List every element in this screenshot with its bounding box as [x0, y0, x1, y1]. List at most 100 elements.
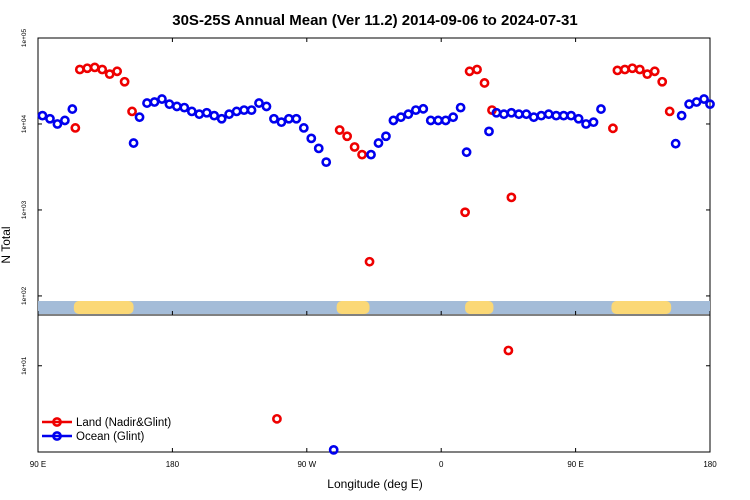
ocean-point-35	[381, 131, 391, 142]
ocean-point-40	[418, 103, 429, 114]
ocean-point-66	[691, 97, 702, 107]
ocean-point-37	[395, 112, 406, 123]
ocean-point-44	[448, 112, 459, 123]
land-point-4	[97, 64, 108, 75]
land-band-1	[336, 301, 370, 314]
ocean-point-68	[705, 99, 715, 110]
ocean-point-64	[676, 110, 687, 121]
land-point-9	[272, 413, 282, 424]
ocean-point-8	[149, 97, 160, 107]
ocean-point-36	[388, 115, 399, 126]
land-point-30	[664, 106, 675, 117]
land-point-22	[608, 123, 618, 134]
legend-ocean-marker	[52, 431, 62, 441]
land-point-15	[460, 207, 470, 218]
land-point-25	[627, 63, 638, 74]
ocean-point-21	[246, 105, 257, 116]
ocean-point-24	[269, 113, 279, 124]
ocean-point-18	[224, 109, 235, 120]
upper-ytick-label-1: 1e+03	[21, 200, 28, 219]
land-point-7	[119, 76, 130, 87]
land-point-16	[464, 66, 475, 77]
upper-plot-area	[37, 37, 711, 316]
land-point-21	[506, 192, 517, 203]
land-band-0	[73, 301, 134, 314]
y-axis-label: N Total	[0, 226, 13, 263]
ocean-point-32	[328, 444, 339, 455]
land-point-14	[364, 256, 375, 267]
ocean-point-27	[291, 113, 302, 124]
xtick-label-3: 0	[439, 460, 444, 469]
ocean-point-3	[59, 115, 70, 126]
x-axis-ticks: 90 E 180 90 W 0 90 E 180	[30, 38, 717, 469]
land-point-24	[619, 64, 630, 75]
ocean-point-0	[37, 110, 48, 121]
xtick-label-0: 90 E	[30, 460, 46, 469]
land-point-18	[479, 78, 490, 88]
land-point-0	[70, 123, 81, 133]
upper-ytick-label-0: 1e+02	[21, 286, 28, 305]
ocean-point-62	[596, 104, 606, 114]
ocean-point-22	[254, 98, 264, 108]
ocean-point-59	[573, 113, 584, 124]
ocean-point-50	[506, 107, 517, 118]
ocean-point-17	[216, 113, 227, 124]
ocean-point-29	[306, 133, 317, 144]
land-point-11	[342, 131, 353, 142]
ocean-point-49	[499, 109, 509, 120]
legend-land-label: Land (Nadir&Glint)	[76, 417, 171, 429]
legend-land-marker	[52, 417, 62, 427]
ocean-point-30	[313, 143, 324, 154]
ocean-point-57	[558, 110, 569, 121]
land-point-6	[112, 66, 123, 77]
ocean-point-56	[551, 110, 562, 121]
data-points	[37, 62, 715, 455]
land-point-8	[127, 106, 137, 117]
ocean-point-53	[528, 112, 539, 123]
ocean-point-65	[684, 99, 694, 110]
ocean-point-26	[283, 113, 294, 124]
ocean-point-51	[513, 109, 524, 120]
ocean-point-23	[261, 101, 272, 112]
land-point-12	[349, 142, 360, 152]
ocean-point-39	[410, 105, 421, 116]
xtick-label-5: 180	[703, 460, 717, 469]
ocean-point-33	[366, 149, 376, 160]
land-point-10	[334, 125, 345, 135]
land-point-5	[104, 69, 115, 80]
land-point-17	[472, 64, 482, 75]
upper-ytick-label-2: 1e+04	[21, 114, 28, 133]
ocean-point-67	[699, 94, 709, 104]
ocean-point-12	[179, 102, 190, 113]
ocean-point-4	[67, 104, 78, 114]
ocean-point-61	[588, 117, 599, 128]
ocean-point-19	[231, 106, 242, 117]
ocean-point-48	[491, 107, 502, 118]
land-band-3	[611, 301, 672, 314]
land-point-29	[657, 76, 668, 87]
land-point-27	[642, 69, 653, 80]
ocean-point-31	[321, 157, 332, 168]
lower-plot-area	[37, 314, 711, 453]
land-point-3	[89, 62, 100, 73]
ocean-point-1	[45, 113, 55, 124]
ocean-point-38	[403, 109, 414, 120]
xtick-label-4: 90 E	[567, 460, 583, 469]
surface-type-band	[38, 301, 710, 314]
ocean-point-14	[194, 109, 205, 120]
ocean-point-58	[566, 110, 577, 121]
ocean-point-7	[142, 98, 152, 108]
upper-ytick-label-3: 1e+05	[21, 28, 28, 47]
ocean-point-28	[298, 123, 309, 133]
ocean-point-10	[164, 99, 175, 110]
chart-title: 30S-25S Annual Mean (Ver 11.2) 2014-09-0…	[172, 12, 578, 29]
ocean-point-46	[461, 147, 472, 158]
ocean-point-45	[455, 102, 466, 113]
ocean-point-54	[536, 110, 547, 121]
land-point-2	[82, 63, 93, 74]
ocean-point-52	[521, 109, 532, 120]
ocean-point-11	[171, 101, 182, 112]
xtick-label-2: 90 W	[297, 460, 316, 469]
ocean-point-34	[373, 138, 384, 148]
